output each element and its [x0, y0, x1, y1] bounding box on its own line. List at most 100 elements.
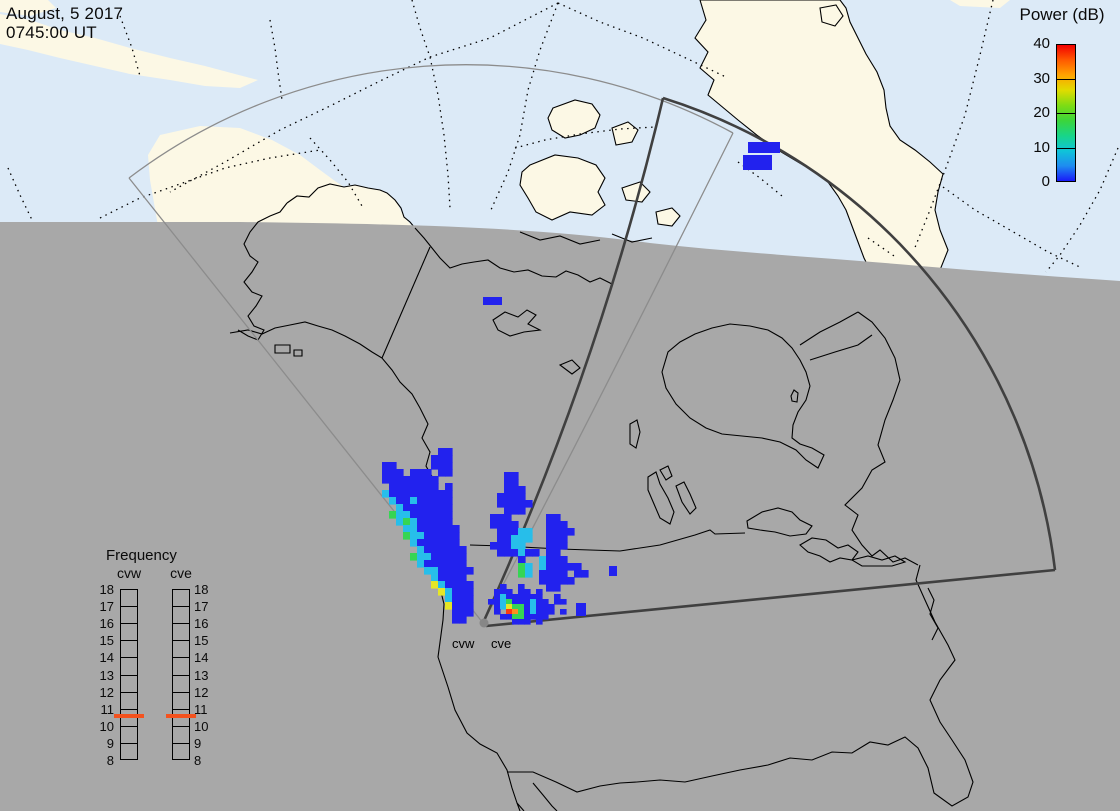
echo-cell	[410, 490, 418, 498]
echo-cell	[459, 546, 467, 554]
date-text: August, 5 2017	[6, 4, 124, 23]
echo-cell	[511, 549, 519, 557]
echo-cell	[424, 546, 432, 554]
echo-cell	[542, 609, 549, 615]
echo-cell	[511, 535, 519, 543]
echo-cell	[553, 549, 561, 557]
echo-cell	[403, 532, 411, 540]
echo-cell	[530, 599, 537, 605]
frequency-tick: 14	[194, 650, 209, 666]
echo-cell	[494, 589, 501, 595]
echo-cell	[546, 556, 554, 564]
echo-cell	[518, 528, 526, 536]
echo-cell	[459, 595, 467, 603]
echo-cell	[396, 476, 404, 484]
echo-cell	[483, 297, 502, 305]
echo-cell	[445, 574, 453, 582]
echo-cell	[424, 560, 432, 568]
echo-cell	[546, 584, 554, 592]
frequency-tick: 17	[99, 599, 114, 615]
echo-cell	[389, 490, 397, 498]
echo-cell	[431, 525, 439, 533]
echo-cell	[452, 567, 460, 575]
echo-cell	[466, 595, 474, 603]
colorbar-divider	[1056, 147, 1076, 149]
echo-cell	[546, 514, 554, 522]
echo-cell	[553, 528, 561, 536]
echo-cell	[546, 563, 554, 571]
echo-cell	[536, 619, 543, 625]
echo-cell	[424, 483, 432, 491]
echo-cell	[524, 609, 531, 615]
daylight-land	[0, 0, 1010, 271]
echo-cell	[452, 574, 460, 582]
echo-cell	[553, 570, 561, 578]
echo-cell	[748, 142, 780, 153]
echo-cell	[511, 500, 519, 508]
echo-cell	[500, 589, 507, 595]
echo-cell	[396, 518, 404, 526]
echo-cell	[548, 604, 555, 610]
echo-cell	[743, 155, 772, 170]
echo-cell	[452, 609, 460, 617]
echo-cell	[445, 595, 453, 603]
echo-cell	[438, 539, 446, 547]
alaska-north-coastline	[286, 183, 416, 229]
echo-cell	[500, 584, 507, 590]
echo-cell	[445, 497, 453, 505]
echo-cell	[424, 469, 432, 477]
echo-cell	[445, 581, 453, 589]
echo-cell	[532, 549, 540, 557]
echo-cell	[553, 514, 561, 522]
echo-cell	[445, 560, 453, 568]
echo-cell	[518, 507, 526, 515]
echo-cell	[518, 619, 525, 625]
colorbar-tick: 30	[1033, 69, 1050, 87]
echo-cell	[518, 570, 526, 578]
echo-cell	[459, 560, 467, 568]
echo-cell	[438, 518, 446, 526]
echo-cell	[490, 521, 498, 529]
echo-cell	[417, 497, 425, 505]
frequency-tick: 13	[194, 667, 209, 683]
echo-cell	[511, 507, 519, 515]
frequency-cve-label: cve	[170, 565, 192, 581]
echo-cell	[424, 525, 432, 533]
echo-cell	[424, 567, 432, 575]
echo-cell	[497, 535, 505, 543]
echo-cell	[525, 563, 533, 571]
echo-cell	[518, 500, 526, 508]
echo-cell	[431, 560, 439, 568]
echo-cell	[504, 500, 512, 508]
echo-cell	[424, 511, 432, 519]
frequency-tick: 11	[100, 701, 115, 717]
echo-cell	[494, 604, 501, 610]
echo-cell	[539, 556, 547, 564]
echo-cell	[417, 539, 425, 547]
echo-cell	[574, 563, 582, 571]
echo-cell	[382, 469, 390, 477]
echo-cell	[494, 599, 501, 605]
echo-cell	[497, 542, 505, 550]
echo-cell	[445, 546, 453, 554]
echo-cell	[609, 566, 617, 576]
echo-cell	[546, 549, 554, 557]
echo-cell	[445, 532, 453, 540]
echo-cell	[431, 455, 439, 463]
echo-cell	[504, 521, 512, 529]
colorbar-tick: 10	[1033, 138, 1050, 156]
echo-cell	[445, 602, 453, 610]
frequency-bar-divider	[120, 623, 138, 625]
echo-cell	[530, 614, 537, 620]
echo-cell	[417, 490, 425, 498]
echo-cell	[396, 490, 404, 498]
frequency-bar-divider	[172, 742, 190, 744]
echo-cell	[536, 614, 543, 620]
echo-cell	[506, 614, 513, 620]
echo-cell	[546, 521, 554, 529]
echo-cell	[424, 504, 432, 512]
echo-cell	[389, 511, 397, 519]
echo-cell	[431, 553, 439, 561]
frequency-bar-divider	[120, 657, 138, 659]
